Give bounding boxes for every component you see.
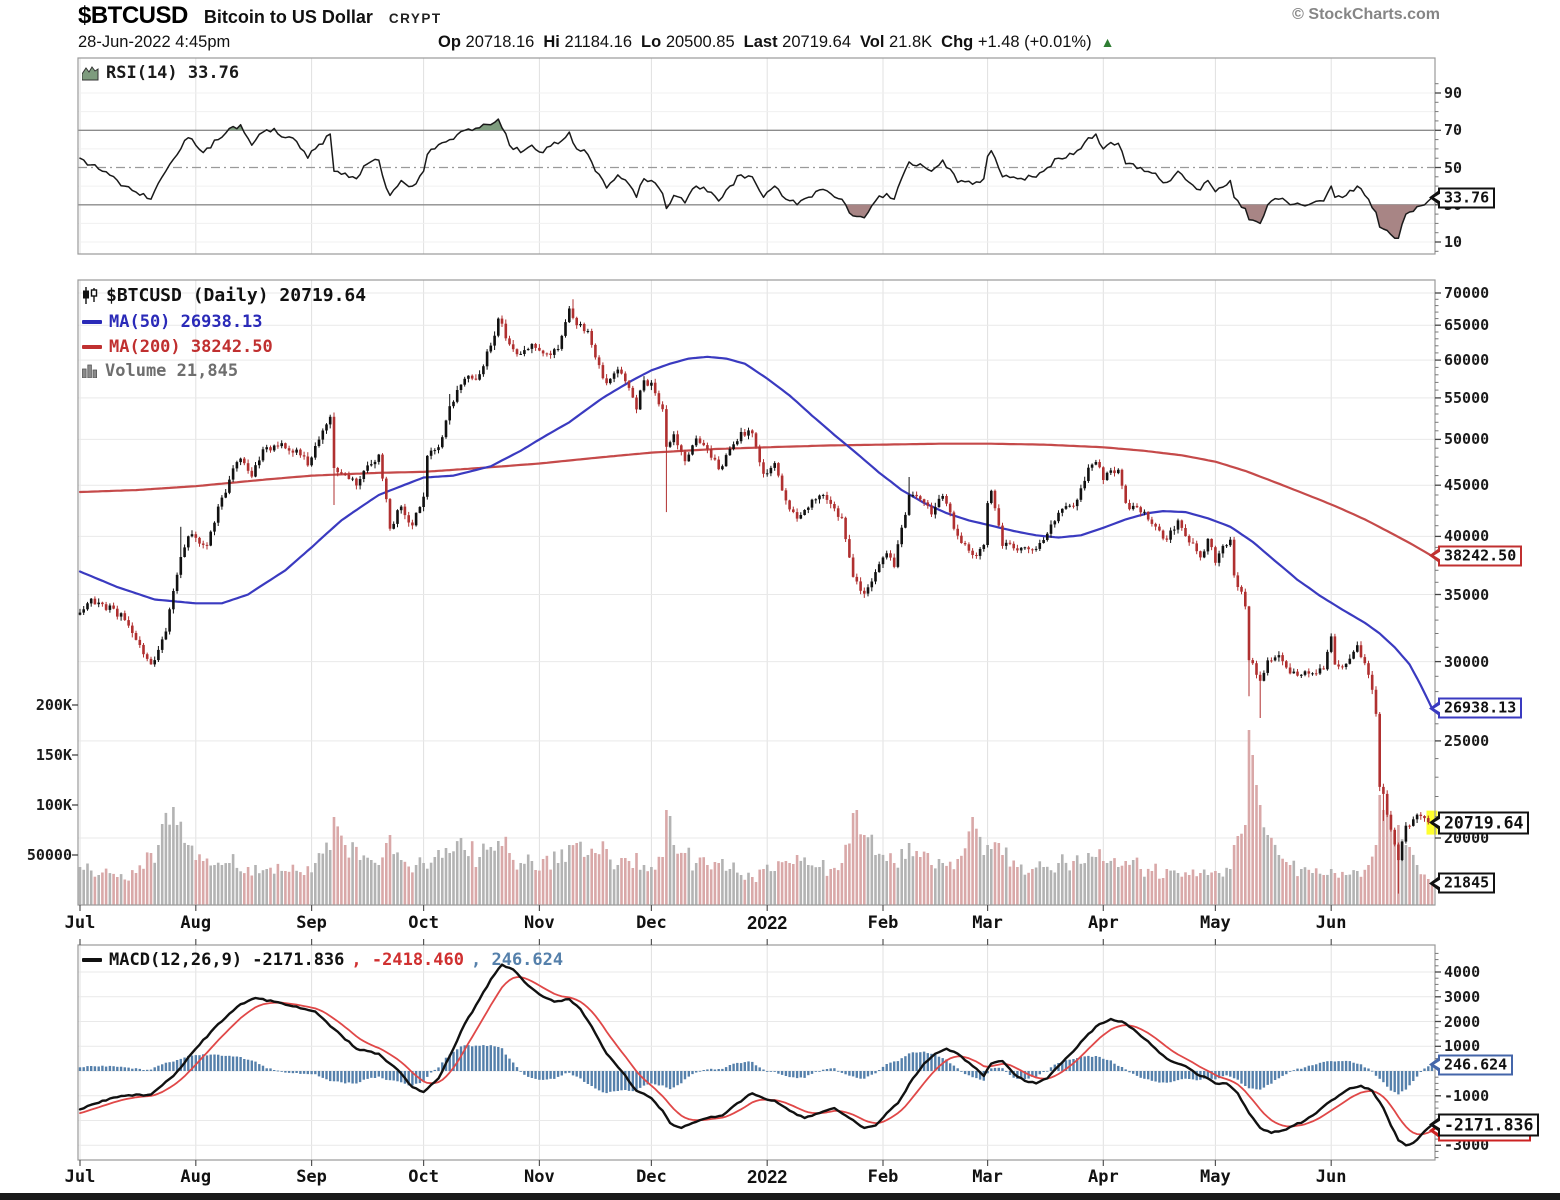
ma200-line-icon: [82, 345, 102, 349]
high-value: 21184.16: [564, 33, 633, 51]
price-panel-grid: [78, 292, 1435, 839]
volume-bars: [78, 730, 1434, 905]
macd-hist-value: , 246.624: [471, 950, 564, 970]
ma200-legend: MA(200) 38242.50: [82, 337, 273, 357]
open-value: 20718.16: [465, 33, 535, 51]
open-label: Op: [438, 33, 461, 51]
ma50-line-icon: [82, 320, 102, 324]
macd-main-value: MACD(12,26,9) -2171.836: [109, 950, 345, 970]
macd-line-icon: [82, 958, 102, 962]
volume-legend-label: Volume 21,845: [105, 361, 239, 381]
ma50-legend-label: MA(50) 26938.13: [109, 312, 263, 332]
rsi-legend-label: RSI(14) 33.76: [106, 63, 240, 83]
copyright-label: © StockCharts.com: [1292, 6, 1440, 23]
volume-value: 21.8K: [889, 33, 933, 51]
macd-legend: MACD(12,26,9) -2171.836 , -2418.460 , 24…: [82, 950, 563, 970]
macd-signal-line: [79, 976, 1433, 1136]
macd-panel-grid: [78, 971, 1435, 1146]
symbol-name: Bitcoin to US Dollar: [203, 7, 373, 27]
low-value: 20500.85: [665, 33, 735, 51]
volume-bars-icon: [82, 364, 97, 378]
macd-histogram: [78, 1045, 1434, 1095]
high-label: Hi: [543, 33, 560, 51]
rsi-legend: RSI(14) 33.76: [82, 63, 239, 83]
symbol-title: $BTCUSD: [78, 2, 188, 29]
macd-main-line: [78, 963, 1434, 1147]
ma50-line: [78, 355, 1434, 710]
rsi-line: [79, 118, 1433, 240]
macd-signal-value: , -2418.460: [351, 950, 464, 970]
quote-strip: Op 20718.16 Hi 21184.16 Lo 20500.85 Last…: [438, 33, 1114, 52]
volume-label: Vol: [860, 33, 885, 51]
price-legend-label: $BTCUSD (Daily) 20719.64: [106, 285, 367, 306]
ma50-legend: MA(50) 26938.13: [82, 312, 263, 332]
candlesticks: [78, 299, 1434, 894]
exchange-label: CRYPT: [388, 11, 442, 26]
last-value: 20719.64: [782, 33, 851, 51]
axis-ticks: [72, 83, 1441, 1166]
candlestick-icon: [83, 287, 98, 304]
ma200-line: [78, 442, 1434, 558]
price-legend-main: $BTCUSD (Daily) 20719.64: [82, 285, 366, 306]
bottom-edge-strip: [0, 1193, 1560, 1200]
change-value: +1.48 (+0.01%): [977, 33, 1092, 51]
low-label: Lo: [641, 33, 662, 51]
rsi-oversold-fill: [665, 204, 1425, 239]
last-label: Last: [743, 33, 778, 51]
change-label: Chg: [941, 33, 974, 51]
chart-datetime: 28-Jun-2022 4:45pm: [78, 33, 231, 51]
ma200-legend-label: MA(200) 38242.50: [109, 337, 273, 357]
rsi-panel-grid: [78, 92, 1435, 243]
change-up-triangle-icon: ▲: [1100, 34, 1115, 50]
rsi-area-icon: [82, 65, 99, 80]
rsi-overbought-fill: [227, 119, 504, 131]
volume-legend: Volume 21,845: [82, 361, 238, 381]
chart-header: $BTCUSD Bitcoin to US Dollar CRYPT: [78, 2, 442, 30]
